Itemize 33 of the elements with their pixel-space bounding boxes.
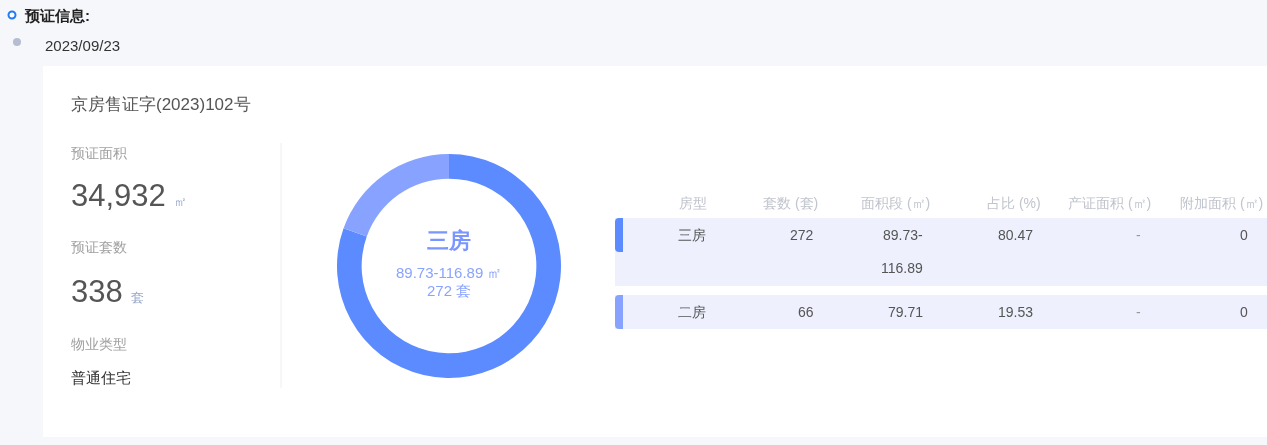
text: 89.73-116.89	[881, 227, 923, 276]
text: 0	[1240, 227, 1248, 243]
text: -	[1136, 304, 1141, 320]
text: ㎡	[174, 194, 188, 209]
text: 物业类型	[71, 336, 127, 352]
text: 预证信息:	[24, 7, 90, 24]
text: 预证面积	[71, 145, 127, 161]
text: 79.71	[888, 304, 924, 320]
slice-label: 三房	[427, 228, 471, 253]
category-label: 房型	[679, 195, 707, 211]
text: 套	[131, 290, 145, 305]
category-label: 产证面积 (㎡)	[1068, 195, 1152, 211]
category-label: 占比 (%)	[987, 195, 1041, 211]
category-label: 三房	[678, 227, 706, 243]
text: 19.53	[998, 304, 1034, 320]
text: 338	[71, 274, 123, 309]
text: 0	[1240, 304, 1248, 320]
category-label: 附加面积 (㎡)	[1180, 195, 1264, 211]
text: 预证套数	[71, 239, 127, 255]
category-label: 面积段 (㎡)	[861, 195, 931, 211]
text: 89.73-116.89 ㎡	[396, 264, 503, 281]
text: 272	[790, 227, 814, 243]
donut-slice	[337, 154, 561, 378]
category-label: 二房	[678, 304, 706, 320]
text: 272 套	[427, 282, 472, 299]
text: 34,932	[71, 178, 166, 213]
text: -	[1136, 227, 1141, 243]
text: 66	[798, 304, 814, 320]
category-label: 套数 (套)	[763, 195, 819, 211]
text: 2023/09/23	[45, 37, 121, 54]
text: 京房售证字(2023)102号	[71, 95, 251, 114]
text: 80.47	[998, 227, 1034, 243]
text: 普通住宅	[71, 369, 131, 386]
